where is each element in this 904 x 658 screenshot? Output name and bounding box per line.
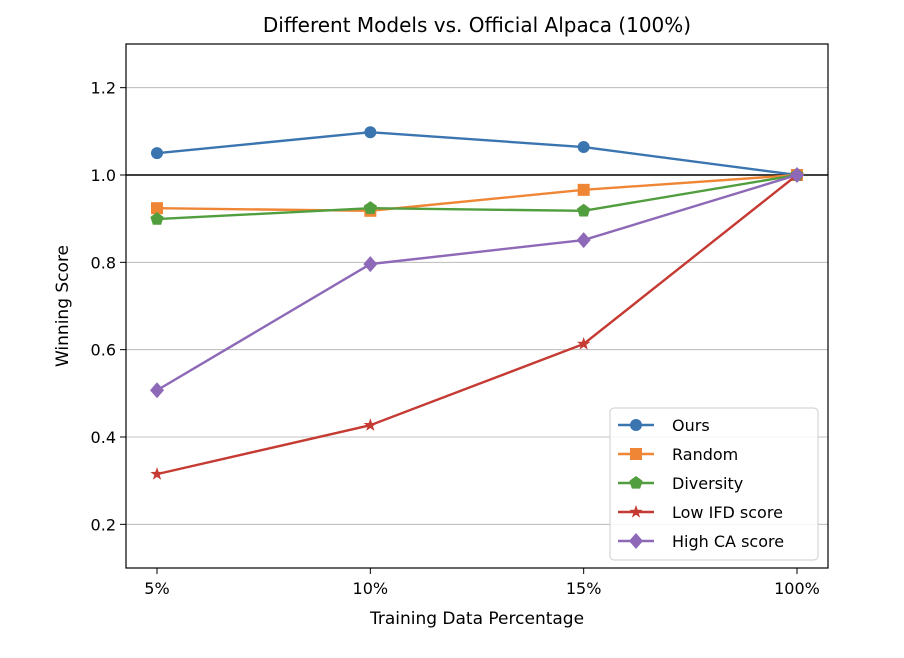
data-point: [150, 212, 164, 225]
y-tick-label: 0.4: [91, 428, 116, 447]
y-tick-label: 0.6: [91, 341, 116, 360]
x-tick-label: 15%: [566, 579, 602, 598]
data-point: [363, 256, 378, 273]
legend-label: Low IFD score: [672, 503, 783, 522]
y-tick-label: 0.2: [91, 515, 116, 534]
legend-entry: Low IFD score: [618, 503, 783, 522]
series-line: [156, 173, 798, 392]
data-point: [790, 167, 804, 183]
data-point: [363, 201, 377, 214]
legend-entry: Ours: [618, 416, 710, 435]
data-point: [150, 382, 164, 399]
data-point: [151, 202, 163, 215]
legend-label: Random: [672, 445, 738, 464]
legend-entry: High CA score: [618, 532, 784, 551]
y-tick-label: 1.0: [91, 166, 116, 185]
data-point: [577, 203, 591, 217]
series-line: [156, 173, 798, 221]
series-line: [156, 174, 798, 476]
x-tick-label: 100%: [774, 579, 820, 598]
data-point: [629, 533, 643, 549]
data-point: [629, 476, 643, 489]
legend-label: Ours: [672, 416, 710, 435]
legend-box: [609, 407, 819, 561]
legend-label: High CA score: [672, 532, 784, 551]
data-point: [629, 505, 643, 518]
plot-frame: [125, 43, 829, 569]
x-tick-label: 10%: [353, 579, 389, 598]
chart-title: Different Models vs. Official Alpaca (10…: [263, 13, 691, 37]
x-axis-label: Training Data Percentage: [369, 609, 584, 629]
data-point: [576, 232, 591, 249]
legend-label: Diversity: [672, 474, 743, 493]
series-line: [156, 173, 798, 213]
data-point: [577, 336, 591, 350]
series-line: [156, 131, 798, 177]
data-point: [630, 419, 642, 431]
data-point: [630, 448, 642, 460]
series-diversity: [150, 168, 804, 225]
series-high-ca-score: [150, 167, 804, 399]
data-point: [577, 141, 590, 154]
y-tick-label: 0.8: [91, 253, 116, 272]
legend-entry: Diversity: [618, 474, 743, 493]
data-point: [364, 126, 377, 139]
y-axis-label: Winning Score: [53, 245, 73, 367]
y-tick-label: 1.2: [91, 79, 116, 98]
legend-entry: Random: [618, 445, 738, 464]
data-point: [150, 467, 164, 480]
x-tick-label: 5%: [144, 579, 169, 598]
data-point: [577, 183, 590, 196]
data-point: [151, 147, 163, 160]
data-point: [363, 418, 377, 431]
series-ours: [151, 126, 803, 181]
